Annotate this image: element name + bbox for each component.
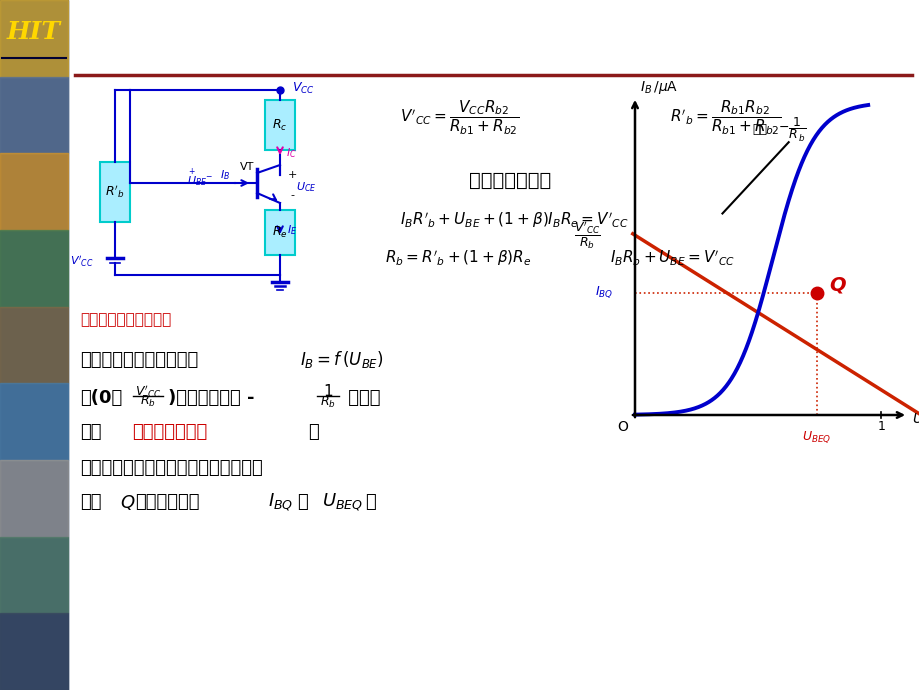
Text: $U_{BEQ}$: $U_{BEQ}$ xyxy=(801,429,830,444)
Text: VT: VT xyxy=(240,162,254,172)
Text: 的直线: 的直线 xyxy=(342,389,380,407)
Text: 输入直流负载线: 输入直流负载线 xyxy=(131,423,207,441)
Text: )点，作斜率为 -: )点，作斜率为 - xyxy=(168,389,255,407)
Text: $I_C$: $I_C$ xyxy=(286,146,296,160)
Text: 。: 。 xyxy=(365,493,375,511)
Text: $I_B R_b+U_{BE}=V'_{CC}$: $I_B R_b+U_{BE}=V'_{CC}$ xyxy=(609,248,734,268)
Bar xyxy=(0,613,68,690)
Text: 其与晶体管的输入特性曲线交于静态工: 其与晶体管的输入特性曲线交于静态工 xyxy=(80,459,263,477)
Text: $I_B\,/\mu\mathrm{A}$: $I_B\,/\mu\mathrm{A}$ xyxy=(640,79,677,95)
Bar xyxy=(0,0,68,690)
Bar xyxy=(0,153,68,230)
Text: $R'_b=\dfrac{R_{b1}R_{b2}}{R_{b1}+R_{b2}}$: $R'_b=\dfrac{R_{b1}R_{b2}}{R_{b1}+R_{b2}… xyxy=(669,99,780,137)
Text: $I_E$: $I_E$ xyxy=(287,223,297,237)
Text: $R_c$: $R_c$ xyxy=(272,117,288,132)
Text: $R_b$: $R_b$ xyxy=(140,393,155,408)
Bar xyxy=(0,460,68,537)
Text: $I_B=f\,(U_{BE})$: $I_B=f\,(U_{BE})$ xyxy=(300,350,383,371)
Text: 过(0，: 过(0， xyxy=(80,389,122,407)
Bar xyxy=(0,230,68,306)
Text: 列输入回路方程: 列输入回路方程 xyxy=(469,170,550,190)
Text: $V_{CC}$: $V_{CC}$ xyxy=(291,81,314,95)
Text: $R'_b$: $R'_b$ xyxy=(105,184,125,200)
Text: $V'_{CC}$: $V'_{CC}$ xyxy=(70,255,94,269)
Text: 1: 1 xyxy=(323,384,333,400)
Text: HIT: HIT xyxy=(7,20,61,44)
Text: +: + xyxy=(287,170,296,180)
Bar xyxy=(0,384,68,460)
Text: 变换后的等效直流通路: 变换后的等效直流通路 xyxy=(80,313,171,328)
Text: 称为: 称为 xyxy=(80,423,101,441)
Text: $\bfit{Q}$: $\bfit{Q}$ xyxy=(828,275,845,295)
Text: 作点: 作点 xyxy=(80,493,101,511)
Bar xyxy=(0,306,68,384)
Text: $V'_{CC}=\dfrac{V_{CC}R_{b2}}{R_{b1}+R_{b2}}$: $V'_{CC}=\dfrac{V_{CC}R_{b2}}{R_{b1}+R_{… xyxy=(400,99,518,137)
Bar xyxy=(265,210,295,255)
Text: $U_{CE}$: $U_{CE}$ xyxy=(296,180,316,194)
Bar xyxy=(0,537,68,613)
Text: 斜率: 斜率 xyxy=(751,124,766,137)
Text: 和: 和 xyxy=(297,493,308,511)
Text: $\overset{+}{U}_{BE}{}^{-}$: $\overset{+}{U}_{BE}{}^{-}$ xyxy=(187,166,213,190)
Text: $\it{Q}$: $\it{Q}$ xyxy=(119,493,135,511)
Bar xyxy=(100,162,130,222)
Text: 1: 1 xyxy=(877,420,884,433)
Text: O: O xyxy=(617,420,628,434)
Text: $\it{I}_{BQ}$: $\it{I}_{BQ}$ xyxy=(267,491,293,513)
Text: $-\dfrac{1}{R_{\,b}}$: $-\dfrac{1}{R_{\,b}}$ xyxy=(777,116,806,144)
Text: $I_{BQ}$: $I_{BQ}$ xyxy=(594,285,612,300)
Text: $\dfrac{V'_{CC}}{R_b}$: $\dfrac{V'_{CC}}{R_b}$ xyxy=(573,219,600,251)
Text: $V'_{CC}$: $V'_{CC}$ xyxy=(134,384,161,400)
Text: ，对应坐标为: ，对应坐标为 xyxy=(135,493,199,511)
Text: $I_B R'_b+U_{BE}+(1+\beta)I_B R_e=V'_{CC}$: $I_B R'_b+U_{BE}+(1+\beta)I_B R_e=V'_{CC… xyxy=(400,210,628,230)
Text: $R_b$: $R_b$ xyxy=(320,395,335,410)
Text: $R_e$: $R_e$ xyxy=(272,225,288,240)
Text: $R_b=R'_b+(1+\beta)R_e$: $R_b=R'_b+(1+\beta)R_e$ xyxy=(384,248,531,268)
Text: 晶体管的输入特性曲线：: 晶体管的输入特性曲线： xyxy=(80,351,198,369)
Bar xyxy=(265,100,295,150)
Text: $I_B$: $I_B$ xyxy=(220,168,230,182)
Bar xyxy=(0,77,68,153)
Bar xyxy=(0,0,68,77)
Text: 。: 。 xyxy=(308,423,318,441)
Text: $U_{BE}\,/\mathrm{V}$: $U_{BE}\,/\mathrm{V}$ xyxy=(911,412,919,428)
Text: $\it{U}_{BEQ}$: $\it{U}_{BEQ}$ xyxy=(322,491,363,513)
Text: -: - xyxy=(289,190,294,200)
